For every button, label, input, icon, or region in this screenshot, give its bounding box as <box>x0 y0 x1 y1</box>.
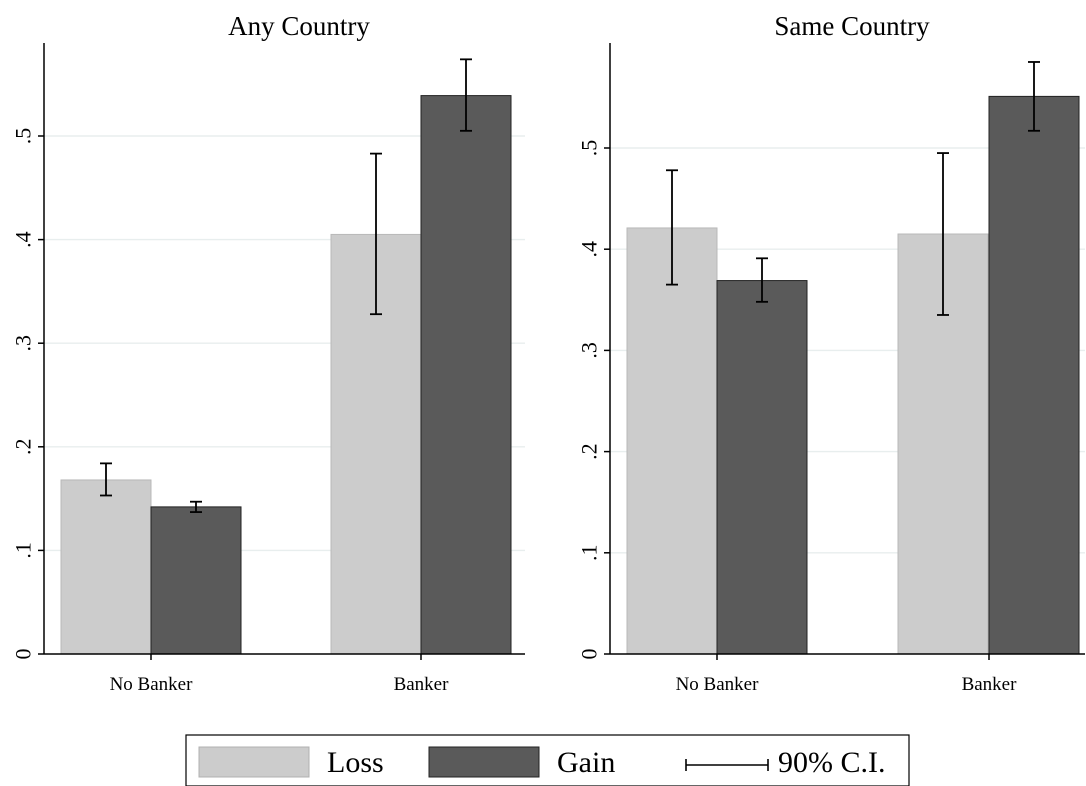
y-tick-label: .2 <box>577 443 602 460</box>
y-tick-label: .4 <box>577 241 602 258</box>
error-bar <box>756 257 768 303</box>
legend-swatch-gain <box>428 746 540 778</box>
x-tick-label: No Banker <box>676 674 760 695</box>
legend-ci-symbol <box>685 759 769 771</box>
chart-panel-2: Same Country 0 .1 .2 .3 .4 .5 No Banker Banker <box>577 11 1085 695</box>
error-bar <box>100 462 112 497</box>
y-tick-label: .5 <box>577 140 602 157</box>
legend-label-gain: Gain <box>557 746 615 779</box>
bar-loss <box>626 227 718 655</box>
error-bar <box>460 58 472 132</box>
x-tick-label: Banker <box>394 674 450 695</box>
x-tick-label: Banker <box>962 674 1018 695</box>
x-tick-label: No Banker <box>110 674 194 695</box>
legend: Loss Gain 90% C.I. <box>185 734 910 786</box>
legend-swatch-loss <box>198 746 310 778</box>
legend-label-loss: Loss <box>327 746 384 779</box>
bar-gain <box>716 280 808 655</box>
bar-loss <box>60 479 152 655</box>
y-tick-label: .1 <box>577 545 602 562</box>
error-bar <box>190 500 202 513</box>
chart-title: Same Country <box>774 11 930 41</box>
error-bar <box>666 169 678 286</box>
chart-panel-1: Any Country 0 .1 .2 .3 .4 .5 No Banker Banker <box>11 11 525 695</box>
y-tick-label: 0 <box>577 649 602 660</box>
bar-gain <box>420 95 512 655</box>
bar-gain <box>988 95 1080 655</box>
error-bar <box>370 152 382 316</box>
bar-gain <box>150 506 242 655</box>
y-tick-label: .2 <box>11 439 36 456</box>
legend-label-ci: 90% C.I. <box>778 746 886 779</box>
chart-title: Any Country <box>228 11 370 41</box>
y-tick-label: 0 <box>11 649 36 660</box>
y-tick-label: .5 <box>11 128 36 145</box>
y-tick-label: .3 <box>577 342 602 359</box>
y-tick-label: .1 <box>11 542 36 559</box>
error-bar <box>937 152 949 316</box>
y-tick-label: .4 <box>11 231 36 248</box>
y-tick-label: .3 <box>11 335 36 352</box>
error-bar <box>1028 61 1040 132</box>
